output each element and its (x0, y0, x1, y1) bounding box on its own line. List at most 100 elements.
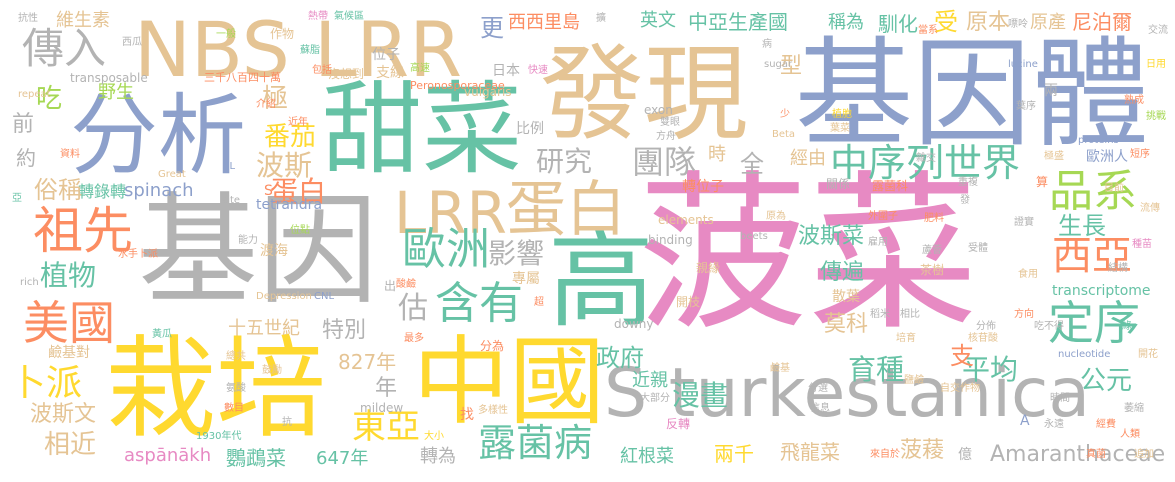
word-dangsu: 當系 (918, 25, 938, 36)
word-827: 827年 (338, 350, 397, 374)
word-shijian: 時間 (1050, 393, 1070, 404)
word-fenxi: 分析 (70, 84, 247, 187)
word-xunhua: 馴化 (878, 12, 918, 36)
word-zhengjie: 證實 (1014, 217, 1034, 228)
word-duanxu: 短序 (1130, 149, 1150, 160)
word-liushi: 萎縮 (1124, 403, 1144, 414)
word-proteins: proteins (1078, 135, 1119, 146)
word-yiban: 一般 (216, 29, 236, 40)
word-qian: 前 (12, 112, 35, 137)
word-lianzhou: 歐洲人 (1086, 149, 1128, 165)
word-chuanbian: 傳遍 (820, 260, 865, 285)
word-zhuanshu: 專屬 (512, 271, 540, 287)
word-kuaisu: 快速 (528, 65, 548, 76)
word-gu: 估 (398, 291, 428, 326)
word-jiangao: 雜交 (916, 153, 936, 164)
word-lucine: lucine (1008, 59, 1038, 70)
word-jinian: 近年 (288, 117, 308, 128)
word-647: 647年 (316, 448, 369, 469)
word-jiaoliu: 交流 (1148, 25, 1168, 36)
word-transposable: transposable (70, 71, 148, 85)
word-zhao: 找 (460, 407, 474, 423)
word-fa: 發 (960, 195, 970, 206)
word-sugar: sugar (764, 59, 793, 70)
word-ji: 極 (262, 84, 289, 114)
word-shuye: 葉菜 (830, 123, 850, 134)
word-nl: NL (222, 161, 236, 172)
word-chengzhang: 熟成 (1124, 95, 1144, 106)
word-yingxiang: 影響 (488, 237, 545, 270)
word-yingwucai: 鸚鵡菜 (226, 446, 286, 470)
word-turk: S turkestanica (604, 354, 1091, 433)
word-meiguo: 美國 (23, 296, 115, 350)
word-site: site (222, 195, 241, 206)
word-gongyuan: 公元 (1080, 366, 1133, 396)
word-great: Great (158, 169, 186, 180)
word-tetrandra: tetrandra (256, 197, 323, 213)
word-xiya: 西亞 (1052, 233, 1132, 279)
word-jingui: 經費 (1096, 419, 1116, 430)
word-xiangjin: 相近 (44, 430, 97, 460)
word-meixiang: 沒想到 (328, 67, 365, 81)
word-fenbu: 分佈 (976, 321, 996, 332)
word-zongshi: 總共 (226, 351, 246, 362)
word-gudong: 鼓勵 (262, 365, 282, 376)
word-shiwushiji: 十五世紀 (228, 318, 300, 339)
word-xigua: 西瓜 (122, 37, 142, 48)
word-shuangyan: 雙眼 (660, 117, 680, 128)
word-tiaozhan: 挑戰 (1146, 111, 1166, 122)
word-waiwei: 外圍子 (868, 211, 898, 222)
word-ziliao: 資料 (60, 149, 80, 160)
word-binding: binding (648, 233, 693, 247)
word-beets: beets (740, 231, 768, 242)
word-chi: 吃 (36, 84, 63, 114)
word-riyong: 日用 (1146, 59, 1166, 70)
word-zaipei: 栽培 (106, 325, 326, 453)
word-kangxing: 抗性 (18, 13, 38, 24)
word-ouzhou: 歐洲 (402, 224, 490, 275)
word-peronos: Peronosporaceae (410, 79, 505, 92)
word-huanggua: 黃瓜 (152, 329, 172, 340)
word-yingwen: 英文 (640, 10, 676, 31)
word-quan: 全 (740, 150, 764, 178)
word-peiyu: 培育 (896, 333, 916, 344)
word-zhuanwei: 轉為 (420, 446, 456, 467)
word-muqian: 目前 (1104, 183, 1124, 194)
word-jiyinti: 基因體 (795, 25, 1150, 163)
word-jiexiao: 介紹 (256, 99, 276, 110)
word-yenju: 葉序 (1016, 101, 1036, 112)
word-sanqian: 三千八百四十萬 (204, 71, 281, 84)
word-yuanwei: 原為 (766, 211, 786, 222)
word-tebie: 特別 (322, 318, 367, 343)
word-yesheng: 野生 (98, 82, 134, 103)
word-qihou: 氣候區 (334, 11, 364, 22)
word-zhibai: 植胞 (832, 109, 852, 120)
word-exon: exon (644, 103, 673, 117)
word-dadi: 大小 (424, 431, 444, 442)
word-zhengchang: 重複 (958, 177, 978, 188)
word-lushu: 蘆薈 (922, 245, 942, 256)
word-zhixian: 支線 (376, 65, 404, 81)
word-danbai: 蛋白 (506, 175, 626, 245)
word-fanqie: 番茄 (264, 122, 317, 152)
word-faxian: 發現 (540, 33, 749, 155)
word-jinqin: 近親 (632, 370, 668, 391)
word-chengwei: 稱為 (828, 12, 864, 33)
word-zuowu: 作物 (270, 27, 295, 41)
word-kaihua: 開花 (1138, 349, 1158, 360)
word-yuanben: 原本 (966, 10, 1011, 35)
word-cnl: CNL (314, 291, 335, 302)
word-spinach: spinach (124, 180, 194, 201)
word-transcriptome: transcriptome (1052, 283, 1151, 299)
word-zuidi: 極盛 (1044, 151, 1064, 162)
word-zhiwu: 植物 (40, 259, 97, 292)
word-nengli: 能力 (238, 235, 258, 246)
word-gao: 高 (548, 219, 654, 342)
word-amaranth: Amaranthaceae (990, 442, 1166, 467)
word-zhongxulie: 中序列世界 (830, 141, 1021, 185)
word-liang: 兩 (1044, 83, 1058, 99)
word-chao: 超 (534, 297, 544, 308)
word-qinyuan: 親緣 (696, 261, 721, 275)
word-s: S (264, 183, 273, 199)
word-bili: 比例 (516, 121, 544, 137)
